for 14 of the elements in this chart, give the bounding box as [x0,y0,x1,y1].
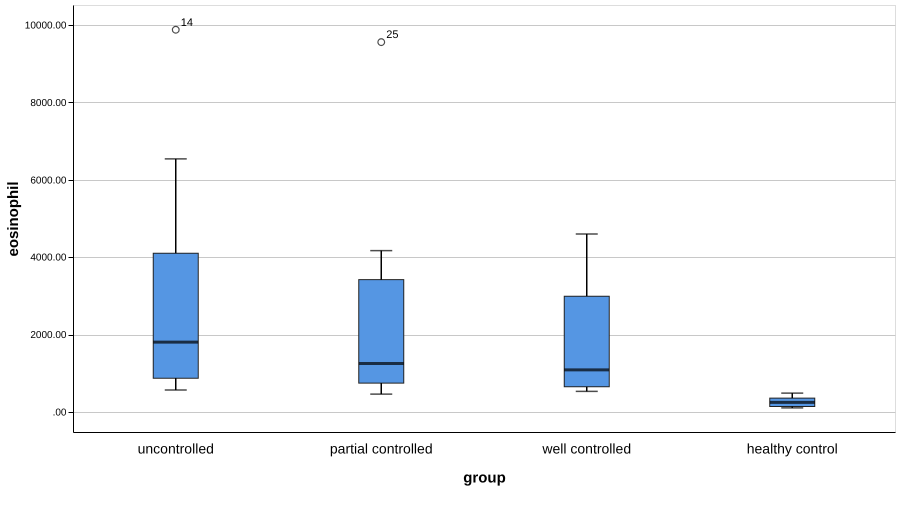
x-tick-label: uncontrolled [138,440,214,456]
y-tick-label: 4000.00 [30,252,67,264]
annotation: 14 [180,16,193,29]
y-tick-label: 10000.00 [24,20,67,32]
y-tick-label: .00 [52,407,67,418]
x-tick-label: well controlled [541,440,632,456]
annotation: 25 [386,29,398,42]
y-tick-label: 2000.00 [30,330,67,342]
x-axis-title: group [463,470,506,486]
x-tick-label: healthy control [746,440,838,456]
x-tick-label: partial controlled [330,440,433,456]
y-axis-title: eosinophil [4,182,22,256]
y-tick-label: 6000.00 [30,175,67,186]
y-tick-label: 8000.00 [30,98,67,109]
